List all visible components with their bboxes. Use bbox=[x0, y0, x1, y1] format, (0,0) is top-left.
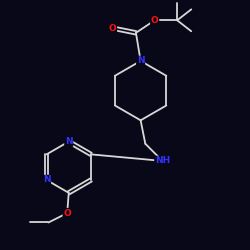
Text: O: O bbox=[63, 208, 71, 218]
Text: O: O bbox=[108, 24, 116, 32]
Text: O: O bbox=[151, 16, 158, 25]
Text: N: N bbox=[43, 176, 50, 184]
Text: N: N bbox=[65, 137, 72, 146]
Text: NH: NH bbox=[155, 156, 170, 166]
Text: N: N bbox=[137, 56, 144, 66]
